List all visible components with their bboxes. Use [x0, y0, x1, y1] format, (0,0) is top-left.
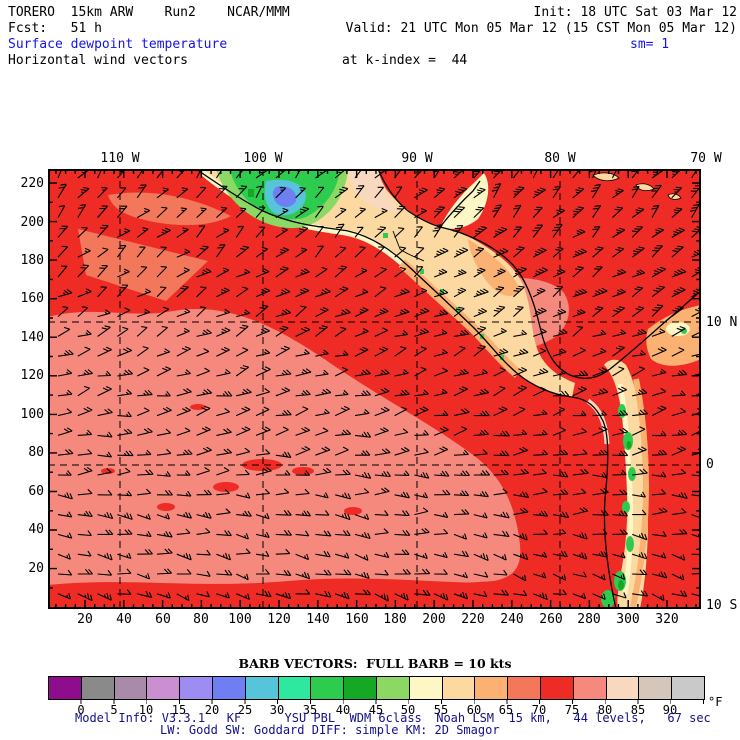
colorbar-cell: [639, 677, 673, 699]
grid-y-label: 40: [28, 522, 44, 537]
model-info-line1: Model Info: V3.3.1 KF YSU PBL WDM 6class…: [75, 711, 711, 725]
colorbar-unit: °F: [708, 695, 723, 709]
colorbar-cell: [81, 677, 115, 699]
colorbar-label: 90: [662, 703, 678, 717]
colorbar-label: 10: [138, 703, 154, 717]
barb-legend-title: BARB VECTORS: FULL BARB = 10 kts: [238, 656, 512, 671]
colorbar-label: 55: [433, 703, 449, 717]
latlon-gridlines: [48, 169, 701, 609]
colorbar-label: 80: [597, 703, 613, 717]
colorbar-label: 85: [630, 703, 646, 717]
colorbar-cell: [212, 677, 246, 699]
grid-x-label: 260: [539, 612, 563, 627]
map-frame: [48, 169, 701, 609]
colorbar-cell: [147, 677, 181, 699]
lon-label: 100 W: [243, 151, 283, 166]
coastlines: [195, 169, 701, 609]
colorbar-label: 0: [77, 703, 85, 717]
colorbar-cell: [278, 677, 312, 699]
grid-x-label: 100: [228, 612, 252, 627]
grid-x-label: 140: [306, 612, 330, 627]
colorbar-cell: [409, 677, 443, 699]
terrain-mexico-central-america: [196, 169, 575, 397]
grid-x-label: 160: [345, 612, 369, 627]
grid-x-label: 120: [267, 612, 291, 627]
grid-y-label: 80: [28, 445, 44, 460]
grid-y-label: 220: [20, 176, 44, 191]
field-title: Surface dewpoint temperature: [8, 37, 228, 52]
colorbar-cell: [540, 677, 574, 699]
grid-y-label: 60: [28, 484, 44, 499]
grid-x-label: 60: [155, 612, 171, 627]
colorbar-cell: [672, 677, 704, 699]
smooth-label: sm= 1: [630, 37, 670, 52]
colorbar-cell: [114, 677, 148, 699]
grid-x-label: 80: [193, 612, 209, 627]
colorbar-cell: [49, 677, 82, 699]
map-canvas: [48, 169, 701, 609]
colorbar-label: 40: [335, 703, 351, 717]
colorbar-label: 35: [302, 703, 318, 717]
lat-label: 10 S: [706, 598, 738, 613]
init-time: Init: 18 UTC Sat 03 Mar 12: [533, 5, 738, 20]
colorbar-label: 5: [110, 703, 118, 717]
colorbar-cell: [180, 677, 213, 699]
grid-x-label: 20: [77, 612, 93, 627]
colorbar-ticks: [49, 700, 704, 704]
k-index-label: at k-index = 44: [342, 53, 468, 68]
wind-barbs: [57, 169, 701, 602]
grid-y-label: 120: [20, 368, 44, 383]
valid-time: Valid: 21 UTC Mon 05 Mar 12 (15 CST Mon …: [345, 21, 737, 36]
lat-label: 10 N: [706, 315, 738, 330]
lon-label: 110 W: [100, 151, 140, 166]
grid-y-label: 20: [28, 561, 44, 576]
grid-y-label: 180: [20, 253, 44, 268]
grid-x-label: 200: [422, 612, 446, 627]
frame-ticks: [48, 169, 701, 609]
grid-x-label: 40: [116, 612, 132, 627]
colorbar-cell: [245, 677, 279, 699]
grid-x-label: 220: [461, 612, 485, 627]
colorbar-label: 70: [531, 703, 547, 717]
colorbar-label: 30: [269, 703, 285, 717]
colorbar-cell: [311, 677, 345, 699]
colorbar-label: 45: [368, 703, 384, 717]
colorbar-cell: [606, 677, 640, 699]
colorbar-label: 65: [498, 703, 514, 717]
model-title: TORERO 15km ARW Run2 NCAR/MMM: [8, 5, 290, 20]
colorbar-cell: [573, 677, 607, 699]
grid-y-label: 140: [20, 330, 44, 345]
grid-y-label: 160: [20, 291, 44, 306]
colorbar-cell: [344, 677, 377, 699]
colorbar-label: 20: [204, 703, 220, 717]
colorbar-label: 15: [171, 703, 187, 717]
lon-label: 90 W: [401, 151, 433, 166]
colorbar-label: 50: [400, 703, 416, 717]
grid-y-label: 100: [20, 407, 44, 422]
colorbar-label: 60: [466, 703, 482, 717]
grid-y-label: 200: [20, 215, 44, 230]
colorbar-label: 25: [237, 703, 253, 717]
vector-title: Horizontal wind vectors: [8, 53, 189, 68]
grid-x-label: 180: [383, 612, 407, 627]
colorbar-label: 75: [564, 703, 580, 717]
model-info-line2: LW: Godd SW: Goddard DIFF: simple KM: 2D…: [160, 723, 500, 737]
forecast-hour: Fcst: 51 h: [8, 21, 102, 36]
caribbean-islands: [592, 172, 682, 200]
colorbar-cell: [475, 677, 509, 699]
grid-x-label: 320: [655, 612, 679, 627]
colorbar-cell: [376, 677, 410, 699]
grid-x-label: 300: [616, 612, 640, 627]
grid-x-label: 240: [500, 612, 524, 627]
colorbar-cell: [508, 677, 541, 699]
lon-label: 80 W: [544, 151, 576, 166]
lat-label: 0: [706, 457, 714, 472]
lon-label: 70 W: [690, 151, 722, 166]
grid-x-label: 280: [577, 612, 601, 627]
colorbar-cell: [442, 677, 476, 699]
colorbar: [48, 676, 705, 700]
